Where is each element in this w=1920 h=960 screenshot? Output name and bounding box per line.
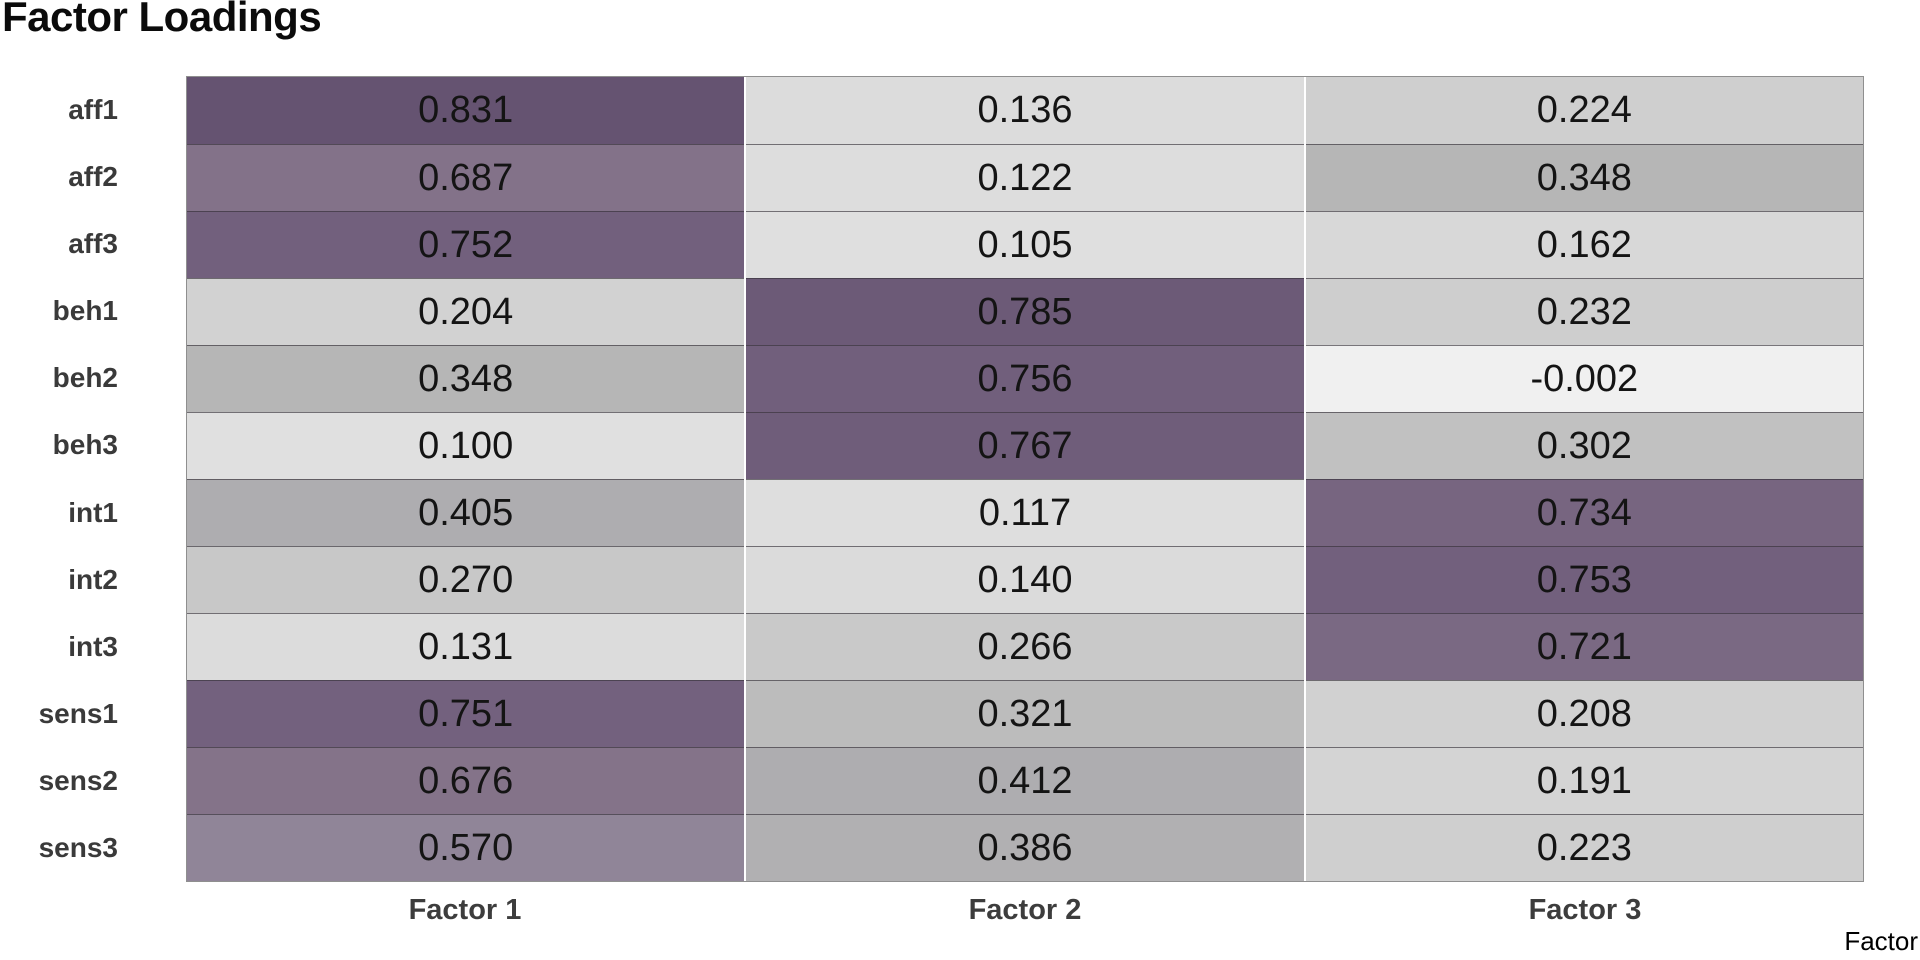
heatmap-cell: 0.785: [746, 278, 1304, 345]
heatmap-cell: 0.751: [187, 680, 745, 747]
column-label: Factor 1: [408, 894, 522, 926]
row-label: beh3: [52, 429, 118, 461]
heatmap-cell: 0.136: [746, 77, 1304, 144]
heatmap-cell: 0.266: [746, 613, 1304, 680]
x-axis-title: Factor: [1844, 926, 1918, 956]
row-label: sens2: [38, 765, 118, 797]
heatmap-cell: 0.676: [187, 747, 745, 814]
heatmap-cell: 0.223: [1305, 814, 1863, 881]
heatmap-cell: 0.412: [746, 747, 1304, 814]
heatmap-cell: 0.321: [746, 680, 1304, 747]
heatmap-cell: 0.208: [1305, 680, 1863, 747]
x-axis-column-labels: Factor 1 Factor 2 Factor 3: [186, 894, 1864, 927]
heatmap-cell: 0.117: [746, 479, 1304, 546]
heatmap-cell: 0.131: [187, 613, 745, 680]
heatmap-cell: 0.831: [187, 77, 745, 144]
heatmap-cell: 0.734: [1305, 479, 1863, 546]
row-label: int2: [68, 563, 118, 595]
heatmap-cell: 0.767: [746, 412, 1304, 479]
heatmap-cell: 0.105: [746, 211, 1304, 278]
heatmap-cell: 0.232: [1305, 278, 1863, 345]
row-label: aff1: [68, 93, 118, 125]
heatmap-cell: 0.348: [1305, 144, 1863, 211]
heatmap-cell: 0.386: [746, 814, 1304, 881]
row-label: sens3: [38, 832, 118, 864]
y-axis-row-labels: aff1 aff2 aff3 beh1 beh2 beh3 int1 int2 int3 sens…: [0, 76, 118, 882]
heatmap-cell: 0.348: [187, 345, 745, 412]
heatmap-cell: 0.405: [187, 479, 745, 546]
heatmap-cell: 0.122: [746, 144, 1304, 211]
heatmap-cell: 0.721: [1305, 613, 1863, 680]
column-label: Factor 2: [968, 894, 1082, 926]
column-label: Factor 3: [1528, 894, 1642, 926]
heatmap-cell: 0.302: [1305, 412, 1863, 479]
heatmap-cell: 0.752: [187, 211, 745, 278]
row-label: aff2: [68, 160, 118, 192]
heatmap-cell: 0.270: [187, 546, 745, 613]
heatmap-cell: 0.140: [746, 546, 1304, 613]
heatmap-table: 0.831 0.136 0.224 0.687 0.122 0.348 0.752 0.105…: [186, 76, 1864, 882]
heatmap-cell: 0.191: [1305, 747, 1863, 814]
heatmap-cell: -0.002: [1305, 345, 1863, 412]
row-label: beh2: [52, 362, 118, 394]
row-label: aff3: [68, 227, 118, 259]
heatmap-cell: 0.756: [746, 345, 1304, 412]
heatmap-grid: 0.831 0.136 0.224 0.687 0.122 0.348 0.752 0.105…: [187, 77, 1863, 881]
row-label: int1: [68, 496, 118, 528]
heatmap-cell: 0.570: [187, 814, 745, 881]
heatmap-cell: 0.204: [187, 278, 745, 345]
row-label: int3: [68, 630, 118, 662]
row-label: sens1: [38, 698, 118, 730]
heatmap-cell: 0.687: [187, 144, 745, 211]
heatmap-cell: 0.100: [187, 412, 745, 479]
heatmap-cell: 0.224: [1305, 77, 1863, 144]
chart-title: Factor Loadings: [2, 0, 322, 40]
row-label: beh1: [52, 295, 118, 327]
heatmap-cell: 0.162: [1305, 211, 1863, 278]
heatmap-cell: 0.753: [1305, 546, 1863, 613]
